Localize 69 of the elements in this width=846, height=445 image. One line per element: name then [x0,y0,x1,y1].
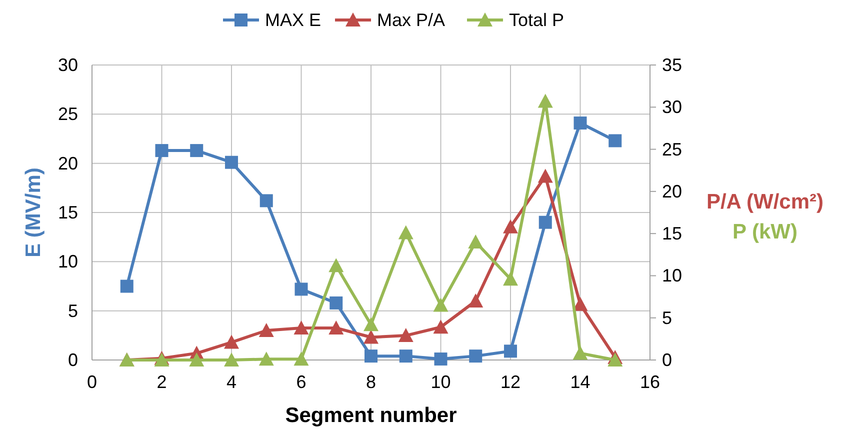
y-tick-label: 15 [58,202,78,222]
y-tick-label: 20 [58,153,78,174]
point [294,320,309,334]
point [224,352,239,366]
point [538,216,552,229]
y2-tick-label: 5 [662,308,672,328]
point [120,280,134,293]
x-axis-title: Segment number [285,404,457,427]
point [364,317,378,332]
point [258,352,274,366]
point [328,320,344,334]
x-tick-label: 8 [366,372,376,392]
legend-label: Max P/A [377,10,446,30]
point [538,168,553,183]
point [608,134,622,148]
point [399,350,412,363]
x-tick-label: 12 [500,372,521,392]
point [294,352,309,366]
point [155,144,168,158]
point [503,272,518,286]
point [398,328,414,342]
point [258,323,274,337]
legend-label: Total P [509,10,564,30]
point [330,296,343,310]
point [294,282,308,296]
point [608,352,623,366]
point [433,320,448,334]
legend-label: MAX E [265,10,322,30]
y-tick-label: 0 [68,350,78,370]
x-tick-label: 14 [570,372,590,392]
x-tick-label: 0 [86,372,98,392]
point [260,194,273,208]
y-tick-label: 25 [58,104,78,124]
y2-tick-label: 30 [662,97,682,118]
point [468,234,484,248]
point [433,298,448,312]
point [225,156,238,169]
point [469,350,482,363]
point [364,330,378,344]
point [189,352,204,366]
point [574,116,587,130]
x-tick-label: 2 [156,372,167,392]
y-tick-label: 5 [68,300,78,321]
point [572,296,588,311]
point [538,94,553,108]
y2-tick-label: 25 [662,139,682,160]
point [434,352,448,366]
y2-tick-label: 15 [662,224,682,244]
x-tick-label: 16 [640,372,660,392]
point [572,346,588,360]
point [224,334,239,349]
point [328,258,344,272]
point [190,144,204,158]
y2-tick-label: 10 [662,266,682,286]
point [364,350,378,363]
point [398,225,414,240]
y2-axis-title: P/A (W/cm²) P (kW) [706,190,824,244]
y-tick-label: 30 [58,55,78,75]
y-axis-title: E (MV/m) [22,168,45,258]
y-tick-label: 10 [58,252,78,272]
y2-tick-label: 20 [662,181,682,202]
point [504,344,517,358]
y2-tick-label: 35 [662,55,682,75]
point [503,219,518,234]
x-tick-label: 10 [430,372,451,392]
y2-tick-label: 0 [662,350,672,370]
point [468,294,484,308]
x-tick-label: 6 [296,372,306,392]
x-tick-label: 4 [226,372,237,392]
